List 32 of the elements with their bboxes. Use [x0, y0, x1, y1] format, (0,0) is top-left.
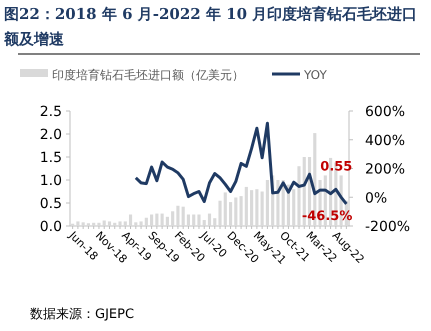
y-tick-label: 2.5	[40, 104, 62, 120]
y-tick-label: 0.5	[40, 196, 62, 212]
y2-tick-label: 600%	[365, 104, 406, 120]
bar	[113, 222, 116, 226]
source-note: 数据来源：GJEPC	[30, 307, 134, 322]
bar	[208, 214, 212, 226]
bar	[266, 180, 269, 226]
bar	[86, 223, 90, 226]
bar	[82, 222, 85, 226]
bar	[176, 206, 180, 226]
y-tick-label: 0.0	[40, 219, 62, 235]
bar	[76, 221, 80, 226]
y2-tick-label: 400%	[365, 132, 406, 149]
legend-label: YOY	[303, 68, 328, 82]
bar	[213, 218, 216, 226]
data-label: -46.5%	[302, 208, 352, 224]
y-tick-label: 2.0	[40, 127, 62, 143]
y2-tick-label: 0%	[365, 190, 388, 206]
bar	[202, 220, 206, 226]
bar	[224, 192, 227, 226]
bar	[160, 214, 164, 226]
bar	[182, 206, 185, 226]
bar	[128, 214, 132, 226]
y2-tick-label: -200%	[365, 219, 410, 235]
bar	[102, 220, 106, 226]
data-label: 0.55	[320, 160, 352, 175]
bar	[144, 218, 148, 226]
y-tick-label: 1.5	[40, 150, 62, 166]
y2-tick-label: 200%	[365, 162, 406, 178]
y-tick-label: 1.0	[40, 173, 62, 189]
legend-label: 印度培育钻石毛坯进口额（亿美元）	[52, 68, 244, 82]
bar	[92, 222, 96, 226]
